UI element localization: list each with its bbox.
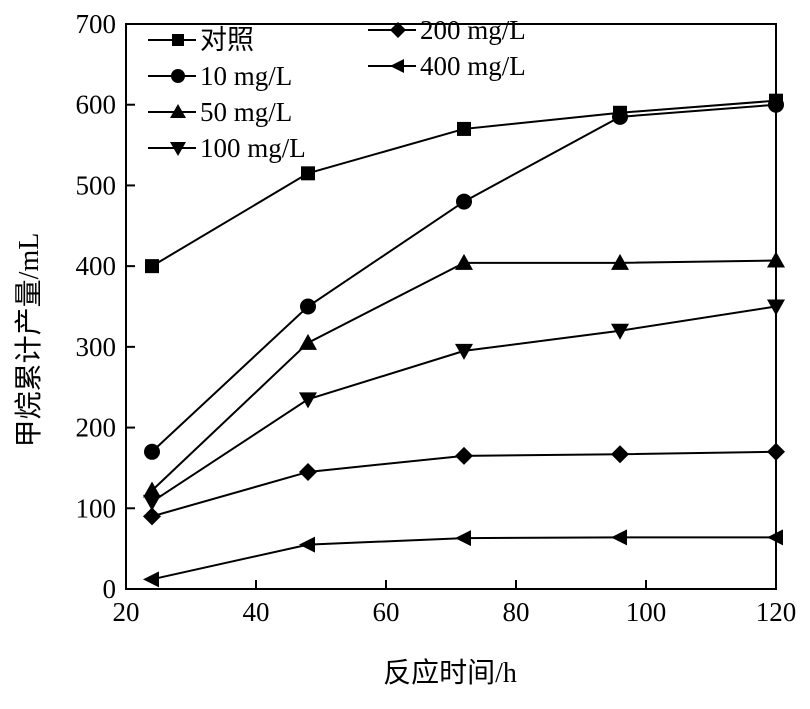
legend-label: 200 mg/L bbox=[420, 15, 526, 45]
legend-marker bbox=[170, 142, 186, 156]
series-6 bbox=[143, 529, 783, 588]
y-tick-label: 300 bbox=[76, 332, 117, 362]
data-point bbox=[301, 166, 315, 181]
data-point bbox=[767, 251, 785, 268]
y-tick-label: 200 bbox=[76, 413, 117, 443]
data-point bbox=[299, 333, 317, 350]
data-point bbox=[767, 529, 783, 546]
x-tick-label: 120 bbox=[756, 597, 797, 627]
legend-marker bbox=[390, 22, 406, 38]
data-point bbox=[144, 443, 160, 460]
series-lines bbox=[143, 93, 785, 588]
data-point bbox=[145, 259, 159, 274]
y-tick-label: 100 bbox=[76, 493, 117, 523]
data-point bbox=[611, 445, 629, 464]
x-tick-label: 20 bbox=[113, 597, 140, 627]
data-point bbox=[143, 481, 161, 498]
y-axis-title: 甲烷累计产量/mL bbox=[13, 233, 45, 448]
x-tick-label: 80 bbox=[503, 597, 530, 627]
data-point bbox=[143, 571, 159, 588]
series-4 bbox=[143, 299, 785, 511]
data-point bbox=[299, 392, 317, 409]
data-point bbox=[455, 343, 473, 360]
series-line bbox=[151, 536, 776, 581]
legend-item: 50 mg/L bbox=[148, 97, 292, 127]
x-tick-label: 100 bbox=[626, 597, 667, 627]
legend-label: 400 mg/L bbox=[420, 51, 526, 81]
legend-label: 10 mg/L bbox=[200, 61, 292, 91]
data-point bbox=[611, 323, 629, 340]
data-point bbox=[456, 193, 472, 210]
legend-label: 对照 bbox=[200, 25, 254, 55]
data-point bbox=[457, 121, 471, 136]
data-point bbox=[455, 253, 473, 270]
data-point bbox=[611, 529, 627, 546]
legend-marker bbox=[390, 59, 404, 73]
legend-marker bbox=[171, 69, 185, 83]
y-tick-label: 700 bbox=[76, 9, 117, 39]
series-line bbox=[151, 305, 777, 503]
y-tick-label: 500 bbox=[76, 170, 117, 200]
legend-marker bbox=[170, 104, 186, 118]
data-point bbox=[612, 108, 628, 125]
legend-label: 50 mg/L bbox=[200, 97, 292, 127]
data-point bbox=[143, 494, 161, 511]
series-2 bbox=[144, 96, 784, 460]
data-point bbox=[455, 446, 473, 465]
x-tick-label: 40 bbox=[243, 597, 270, 627]
data-point bbox=[767, 442, 785, 461]
y-tick-label: 400 bbox=[76, 251, 117, 281]
data-point bbox=[299, 536, 315, 553]
legend-item: 10 mg/L bbox=[148, 61, 292, 91]
legend-item: 400 mg/L bbox=[368, 51, 526, 81]
x-axis-title: 反应时间/h bbox=[383, 657, 517, 689]
series-5 bbox=[143, 442, 785, 526]
series-3 bbox=[143, 251, 785, 498]
data-point bbox=[768, 96, 784, 113]
x-tick-label: 60 bbox=[373, 597, 400, 627]
legend-item: 对照 bbox=[148, 25, 254, 55]
data-point bbox=[455, 530, 471, 547]
legend-label: 100 mg/L bbox=[200, 133, 306, 163]
y-tick-label: 600 bbox=[76, 90, 117, 120]
legend-item: 200 mg/L bbox=[368, 15, 526, 45]
data-point bbox=[611, 253, 629, 270]
data-point bbox=[767, 299, 785, 316]
legend-marker bbox=[172, 34, 184, 46]
y-tick-label: 0 bbox=[103, 574, 117, 604]
data-point bbox=[143, 507, 161, 526]
data-point bbox=[300, 298, 316, 315]
legend: 对照 10 mg/L 50 mg/L 100 mg/L 200 mg/L 400 mg/L bbox=[148, 15, 526, 163]
legend-item: 100 mg/L bbox=[148, 133, 306, 163]
data-point bbox=[299, 462, 317, 481]
axes: 20 40 60 80 100 120 0 100 200 300 400 500 600 700 bbox=[76, 9, 797, 627]
